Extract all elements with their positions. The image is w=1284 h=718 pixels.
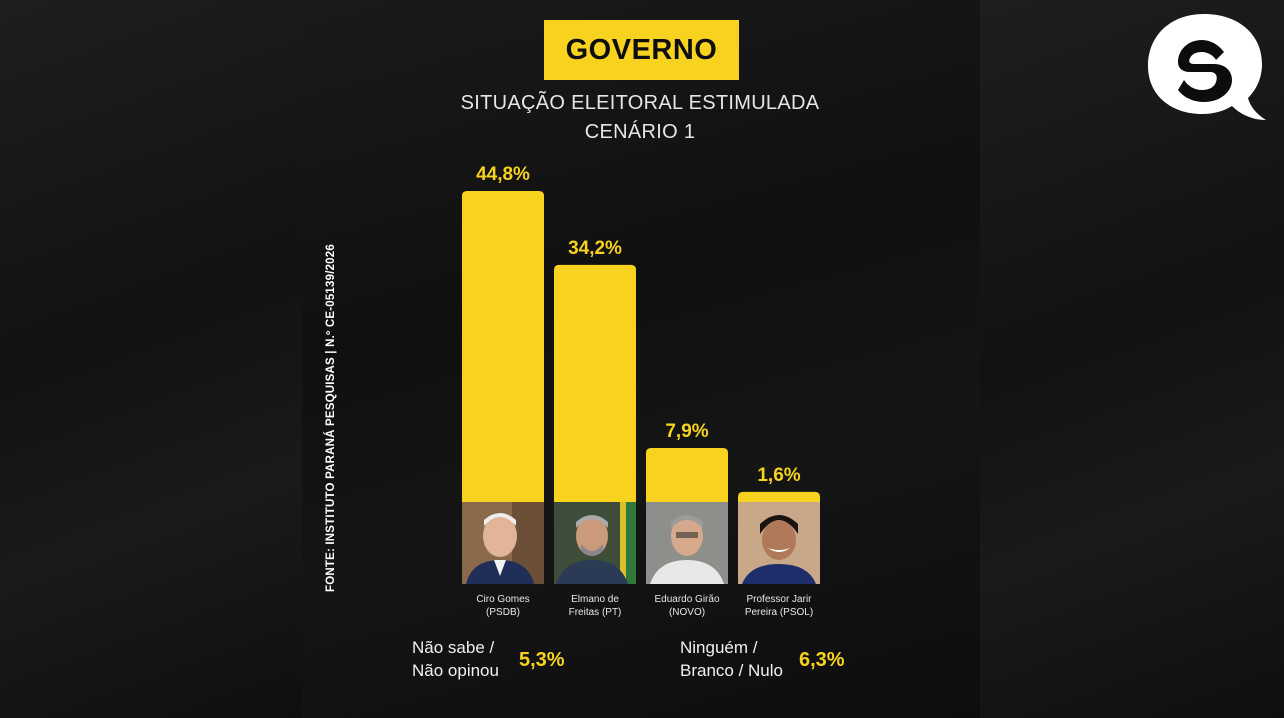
chart-panel bbox=[302, 0, 980, 718]
candidate-photo-eduardo bbox=[646, 502, 728, 584]
left-backdrop bbox=[0, 0, 302, 718]
bar-value-label-ciro: 44,8% bbox=[476, 164, 530, 185]
candidate-name: Eduardo Girão bbox=[654, 594, 720, 605]
chart-subtitle-line1: SITUAÇÃO ELEITORAL ESTIMULADA bbox=[460, 92, 820, 114]
candidate-photo-elmano bbox=[554, 502, 636, 584]
bar-value-label-jarir: 1,6% bbox=[757, 465, 800, 486]
right-backdrop bbox=[980, 0, 1284, 718]
chart-subtitle-line2: CENÁRIO 1 bbox=[584, 121, 696, 143]
bar-value-label-eduardo: 7,9% bbox=[665, 421, 708, 442]
candidate-name: Ciro Gomes bbox=[476, 594, 530, 605]
candidate-party: Pereira (PSOL) bbox=[744, 607, 814, 618]
candidate-label-jarir: Professor Jarir Pereira (PSOL) bbox=[729, 593, 829, 619]
bar-eduardo bbox=[646, 447, 728, 503]
bar-ciro bbox=[462, 191, 544, 503]
candidate-party: (PSDB) bbox=[486, 607, 520, 618]
none-label-line2: Branco / Nulo bbox=[680, 661, 783, 680]
candidate-label-ciro: Ciro Gomes (PSDB) bbox=[453, 593, 553, 619]
undecided-value: 5,3% bbox=[519, 649, 565, 671]
candidate-party: Freitas (PT) bbox=[568, 607, 622, 618]
candidate-name: Elmano de bbox=[571, 594, 619, 605]
candidate-label-eduardo: Eduardo Girão (NOVO) bbox=[637, 593, 737, 619]
undecided-label: Não sabe / Não opinou bbox=[412, 636, 499, 682]
undecided-label-line2: Não opinou bbox=[412, 661, 499, 680]
speech-bubble-q-logo-icon bbox=[1148, 14, 1266, 120]
none-blank-null-value: 6,3% bbox=[799, 649, 845, 671]
candidate-photo-ciro bbox=[462, 502, 544, 584]
bar-value-label-elmano: 34,2% bbox=[568, 238, 622, 259]
undecided-label-line1: Não sabe / bbox=[412, 638, 495, 657]
chart-title: GOVERNO bbox=[544, 20, 739, 80]
candidate-photo-jarir bbox=[738, 502, 820, 584]
none-label-line1: Ninguém / bbox=[680, 638, 758, 657]
candidate-party: (NOVO) bbox=[668, 607, 706, 618]
candidate-name: Professor Jarir bbox=[746, 594, 812, 605]
bar-jarir bbox=[738, 491, 820, 503]
candidate-label-elmano: Elmano de Freitas (PT) bbox=[545, 593, 645, 619]
bar-elmano bbox=[554, 264, 636, 503]
none-blank-null-label: Ninguém / Branco / Nulo bbox=[680, 636, 783, 682]
